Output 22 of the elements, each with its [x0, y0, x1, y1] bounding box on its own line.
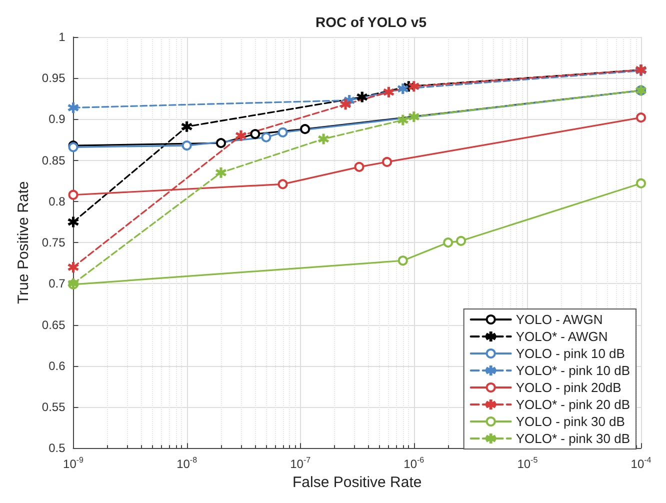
legend-label: YOLO* - pink 20 dB [516, 397, 630, 412]
y-tick-label: 0.55 [42, 400, 66, 414]
y-tick-label: 0.85 [42, 153, 66, 168]
y-tick-label: 0.75 [42, 236, 66, 250]
y-tick-label: 0.7 [48, 276, 66, 291]
x-axis-title: False Positive Rate [292, 474, 422, 491]
legend-label: YOLO - pink 10 dB [516, 346, 625, 361]
legend-label: YOLO - pink 20dB [516, 380, 622, 395]
y-tick-label: 0.9 [48, 112, 66, 126]
legend-label: YOLO - pink 30 dB [516, 414, 625, 429]
y-axis-title: True Positive Rate [15, 181, 32, 304]
y-tick-label: 0.6 [48, 358, 66, 373]
legend-label: YOLO* - AWGN [516, 329, 608, 344]
legend-label: YOLO - AWGN [516, 312, 603, 327]
y-tick-label: 0.95 [42, 71, 66, 86]
legend-label: YOLO* - pink 10 dB [516, 363, 630, 378]
y-tick-label: 0.8 [48, 194, 66, 208]
legend-label: YOLO* - pink 30 dB [516, 431, 630, 446]
y-tick-label: 0.65 [42, 318, 66, 332]
y-tick-label: 1 [58, 30, 66, 44]
chart-title: ROC of YOLO v5 [316, 14, 427, 30]
y-tick-label: 0.5 [48, 441, 66, 456]
